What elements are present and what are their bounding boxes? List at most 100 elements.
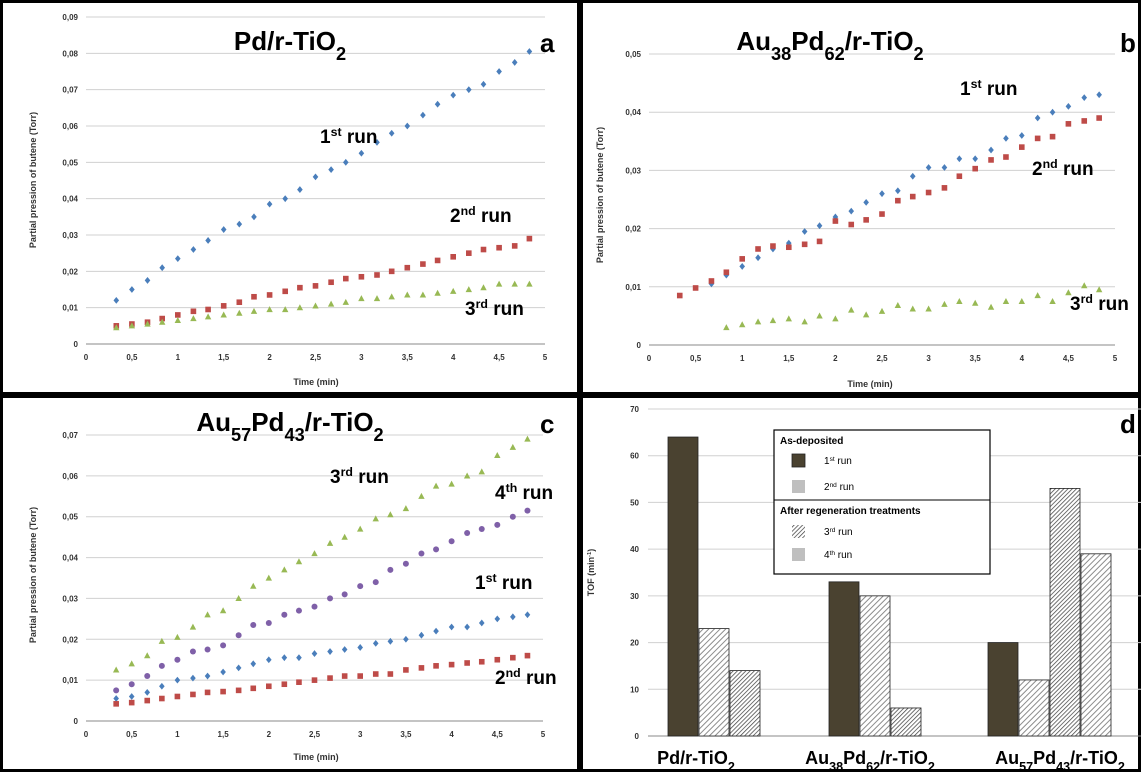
data-point [450,287,457,294]
data-point [495,280,503,287]
data-point [128,681,135,688]
x-tick-label: 0 [647,354,652,363]
panel-border [580,0,1141,395]
chart-panel-a: 0 0,01 0,02 0,03 0,04 0,05 0,06 0,07 0,08 0,09 0 0,… [0,0,580,395]
data-point [832,218,839,224]
data-point [448,480,455,487]
data-point [1002,297,1010,304]
run-label: 2nd run [1032,157,1094,180]
legend-group-title: After regeneration treatments [780,506,921,517]
series-3rd-run [723,282,1103,331]
data-point [832,315,839,322]
data-point [1018,297,1025,304]
data-point [341,673,348,679]
panel-letter: a [540,28,555,58]
data-point [281,611,288,618]
panel-letter: b [1120,28,1136,58]
data-point [786,244,792,251]
data-point [801,318,808,325]
bar [987,642,1019,737]
data-point [450,254,456,260]
data-point [972,165,978,172]
chart-panel-d: 0 10 20 30 40 50 60 70 TOF (min-1) Pd/r-TiO2 Au38P… [580,395,1141,772]
data-point [235,687,242,694]
data-point [403,635,409,643]
data-point [144,277,151,284]
data-point [158,662,165,669]
data-point [327,595,334,602]
data-point [1034,114,1041,122]
data-point [419,291,427,298]
data-point [895,187,901,195]
x-tick-label: 5 [1113,354,1118,363]
data-point [403,667,409,673]
data-point [220,688,226,695]
data-point [925,305,932,312]
x-tick-label: 2 [267,353,272,362]
data-point [327,300,335,307]
y-tick-label: 20 [630,639,639,648]
data-point [113,687,120,694]
data-point [510,613,516,621]
x-tick-label: 1 [175,730,180,739]
data-point [450,91,456,99]
data-point [159,695,165,702]
data-point [511,280,518,287]
legend-swatch [792,525,805,538]
data-point [327,675,333,681]
legend-label: 3rd run [824,527,853,539]
data-point [250,685,257,692]
data-point [418,492,425,499]
data-point [190,674,196,682]
data-point [388,293,395,300]
x-tick-label: 3 [926,354,931,363]
x-tick-label: 5 [541,730,546,739]
data-point [524,435,531,442]
data-point [128,322,136,329]
legend-swatch [792,480,805,493]
panel-letter: d [1120,409,1136,439]
data-point [941,300,948,307]
data-point [848,207,855,215]
data-point [404,264,411,271]
y-tick-label: 0,03 [62,231,78,240]
x-tick-label: 4 [449,730,454,739]
run-label: 3rd run [330,465,389,488]
data-point [909,305,916,312]
data-point [311,650,318,657]
panel-title: Au57Pd43/r-TiO2 [196,407,383,445]
run-label: 1st run [475,571,532,594]
data-point [404,291,411,298]
data-point [511,59,518,66]
legend-swatch [791,453,806,468]
data-point [205,237,211,244]
data-point [236,220,243,228]
x-tick-label: 3 [358,730,363,739]
x-tick-label: 1,5 [783,354,795,363]
legend-label: 1st run [824,456,852,468]
x-tick-label: 2 [267,730,272,739]
data-point [113,695,119,702]
data-point [342,158,349,166]
y-tick-label: 30 [630,592,639,601]
bar [828,581,860,737]
data-point [708,280,715,288]
chart-panel-b: 0 0,01 0,02 0,03 0,04 0,05 0 0,5 1 1,5 2 2,5 3 3,5 4 4,… [580,0,1141,395]
data-point [128,660,135,667]
data-point [956,155,963,163]
legend: As-deposited After regeneration treatment… [773,429,991,575]
data-point [311,603,318,610]
panel-title: Pd/r-TiO2 [234,26,346,64]
data-point [235,595,242,602]
data-point [1019,132,1025,139]
x-tick-label: 3,5 [402,353,414,362]
data-point [159,264,165,272]
y-tick-label: 0,04 [62,554,78,563]
data-point [250,660,257,668]
data-point [848,221,855,228]
data-point [466,86,472,94]
data-point [175,255,181,263]
series-2nd-run [113,652,531,707]
data-point [387,511,394,518]
data-point [204,646,211,653]
